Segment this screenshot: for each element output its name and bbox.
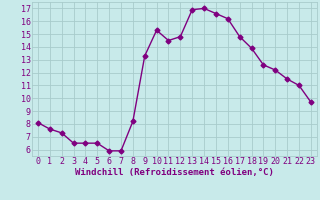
X-axis label: Windchill (Refroidissement éolien,°C): Windchill (Refroidissement éolien,°C)	[75, 168, 274, 177]
